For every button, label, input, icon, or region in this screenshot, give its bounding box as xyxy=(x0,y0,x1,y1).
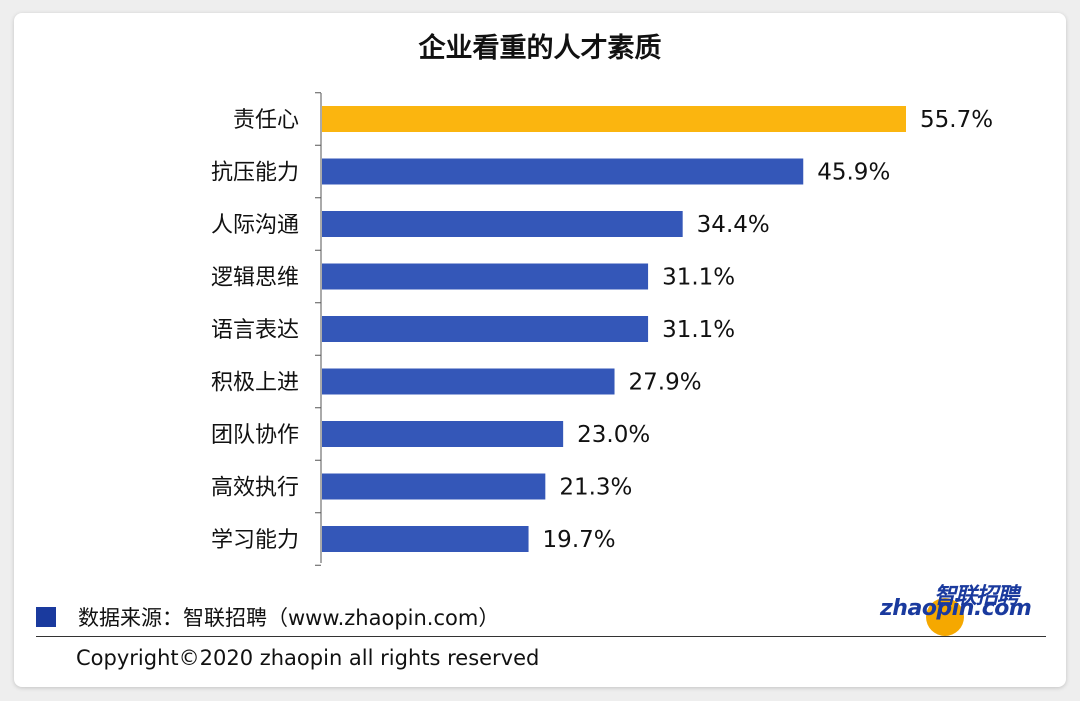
data-source: 数据来源：智联招聘（www.zhaopin.com） xyxy=(36,602,499,632)
bar-4 xyxy=(322,316,649,342)
logo-circle-icon xyxy=(926,598,964,636)
category-label: 学习能力 xyxy=(211,528,299,553)
category-label: 人际沟通 xyxy=(211,213,299,238)
value-label: 19.7% xyxy=(543,527,616,553)
value-label: 31.1% xyxy=(662,265,735,291)
category-label: 语言表达 xyxy=(211,318,299,343)
value-label: 34.4% xyxy=(697,212,770,238)
bar-7 xyxy=(322,473,546,500)
value-label: 23.0% xyxy=(577,422,650,448)
bar-5 xyxy=(322,368,615,395)
category-label: 团队协作 xyxy=(211,423,299,448)
value-label: 27.9% xyxy=(629,370,702,396)
bar-0 xyxy=(322,106,906,132)
copyright-text: Copyright©2020 zhaopin all rights reserv… xyxy=(76,646,540,670)
category-label: 逻辑思维 xyxy=(211,266,299,291)
value-label: 45.9% xyxy=(817,160,890,186)
bar-1 xyxy=(322,158,804,185)
logo-cn-text: 智联招聘 xyxy=(934,584,1019,609)
source-marker-icon xyxy=(36,607,56,627)
chart-title: 企业看重的人才素质 xyxy=(418,33,662,64)
category-label: 积极上进 xyxy=(211,371,299,396)
source-text: 数据来源：智联招聘（www.zhaopin.com） xyxy=(78,606,500,630)
footer-divider xyxy=(36,636,1046,637)
category-label: 责任心 xyxy=(233,108,299,133)
zhaopin-logo: 智联招聘 zhaopin.com xyxy=(880,576,1040,636)
value-label: 55.7% xyxy=(920,107,993,133)
logo-en-text: zhaopin.com xyxy=(880,596,1032,621)
category-label: 高效执行 xyxy=(211,476,299,501)
bar-3 xyxy=(322,263,649,290)
value-label: 31.1% xyxy=(662,317,735,343)
category-label: 抗压能力 xyxy=(211,161,299,186)
bar-2 xyxy=(322,211,683,237)
bar-6 xyxy=(322,421,564,447)
bar-8 xyxy=(322,526,529,552)
value-label: 21.3% xyxy=(559,475,632,501)
